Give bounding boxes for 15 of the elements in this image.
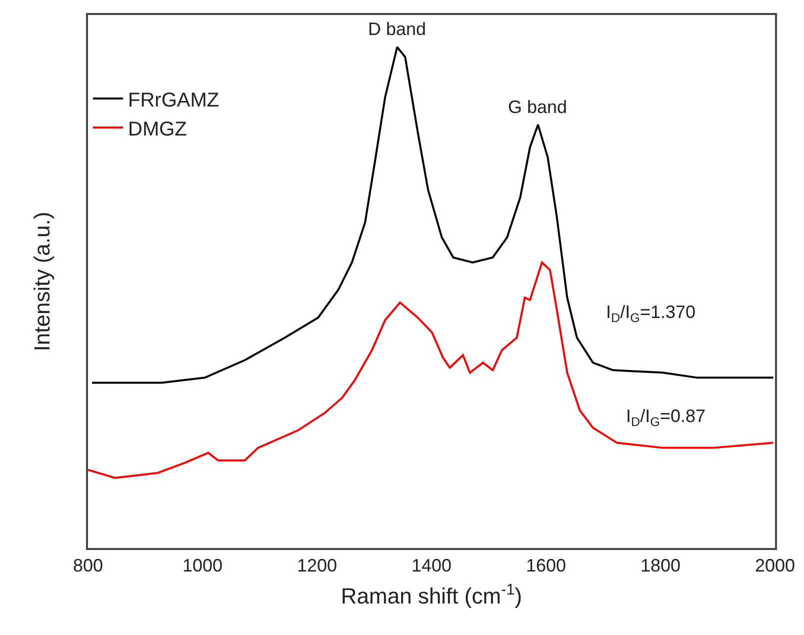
annotation: I$_{D}$/I$_{G}$=0.87	[626, 406, 706, 429]
x-tick-label: 800	[72, 555, 104, 576]
y-axis-title: Intensity (a.u.)	[30, 212, 55, 352]
x-tick-label: 1600	[526, 555, 566, 576]
annotation: D band	[368, 19, 426, 39]
legend-label: DMGZ	[128, 118, 187, 140]
legend-label: FRrGAMZ	[128, 89, 220, 112]
x-tick-label: 1000	[182, 555, 223, 576]
annotation: G band	[508, 97, 568, 117]
x-tick-label: 1800	[640, 555, 681, 576]
x-tick-label: 1200	[296, 555, 338, 576]
x-tick-label: 1400	[411, 555, 452, 576]
x-axis-title: Raman shift (cm$^{-1}$)	[340, 582, 522, 609]
annotation: I$_{D}$/I$_{G}$=1.370	[606, 302, 696, 325]
x-tick-label: 2000	[754, 555, 796, 576]
